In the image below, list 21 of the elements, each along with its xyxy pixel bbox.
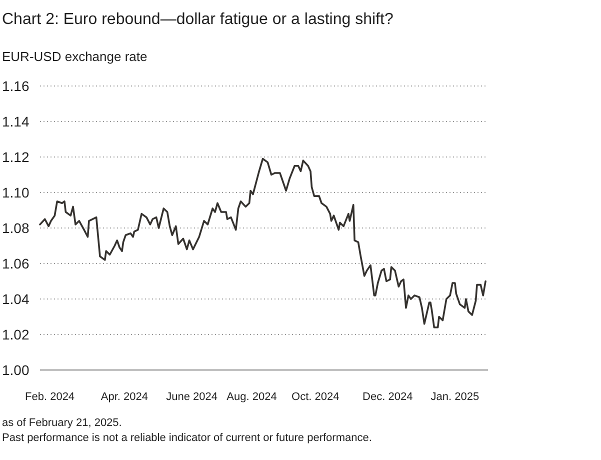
y-tick-label: 1.10 [2, 184, 30, 200]
x-tick-label: June 2024 [166, 391, 218, 403]
y-tick-label: 1.08 [2, 220, 30, 236]
y-axis-title: EUR-USD exchange rate [2, 49, 148, 64]
x-tick-label: Dec. 2024 [362, 391, 413, 403]
text: as of February 21, 2025. [2, 417, 122, 429]
line-series [39, 158, 486, 328]
text: Past performance is not a reliable indicator of current or future performance. [2, 432, 372, 444]
y-tick-label: 1.12 [2, 149, 30, 165]
x-tick-label: Aug. 2024 [226, 391, 277, 403]
x-tick-label: Apr. 2024 [100, 391, 148, 403]
y-tick-label: 1.16 [2, 78, 30, 94]
y-tick-label: 1.00 [2, 362, 30, 378]
y-tick-label: 1.02 [2, 326, 30, 342]
y-tick-label: 1.14 [2, 114, 30, 130]
y-tick-label: 1.04 [2, 291, 30, 307]
chart-title: Chart 2: Euro rebound—dollar fatigue or a lasting shift? [2, 11, 394, 28]
y-tick-label: 1.06 [2, 256, 30, 272]
x-tick-label: Jan. 2025 [430, 391, 480, 403]
x-tick-label: Oct. 2024 [292, 391, 340, 403]
x-tick-label: Feb. 2024 [25, 391, 75, 403]
